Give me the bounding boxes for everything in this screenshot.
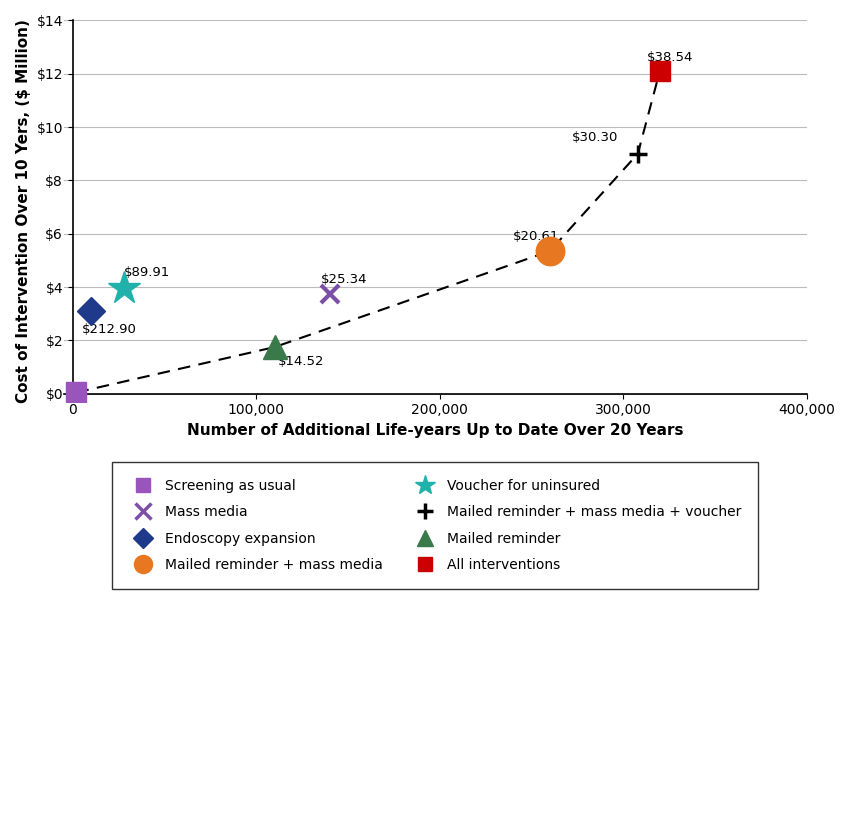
- Text: $89.91: $89.91: [124, 266, 171, 279]
- Text: $25.34: $25.34: [320, 273, 367, 286]
- Text: $212.90: $212.90: [82, 324, 137, 336]
- Text: $30.30: $30.30: [572, 132, 618, 144]
- Text: $20.61: $20.61: [513, 230, 559, 243]
- Text: $38.54: $38.54: [647, 52, 694, 65]
- Y-axis label: Cost of Intervention Over 10 Yers, ($ Million): Cost of Intervention Over 10 Yers, ($ Mi…: [16, 19, 31, 403]
- Text: $14.52: $14.52: [278, 355, 325, 368]
- X-axis label: Number of Additional Life-years Up to Date Over 20 Years: Number of Additional Life-years Up to Da…: [187, 423, 683, 438]
- Legend: Screening as usual, Mass media, Endoscopy expansion, Mailed reminder + mass medi: Screening as usual, Mass media, Endoscop…: [112, 462, 758, 589]
